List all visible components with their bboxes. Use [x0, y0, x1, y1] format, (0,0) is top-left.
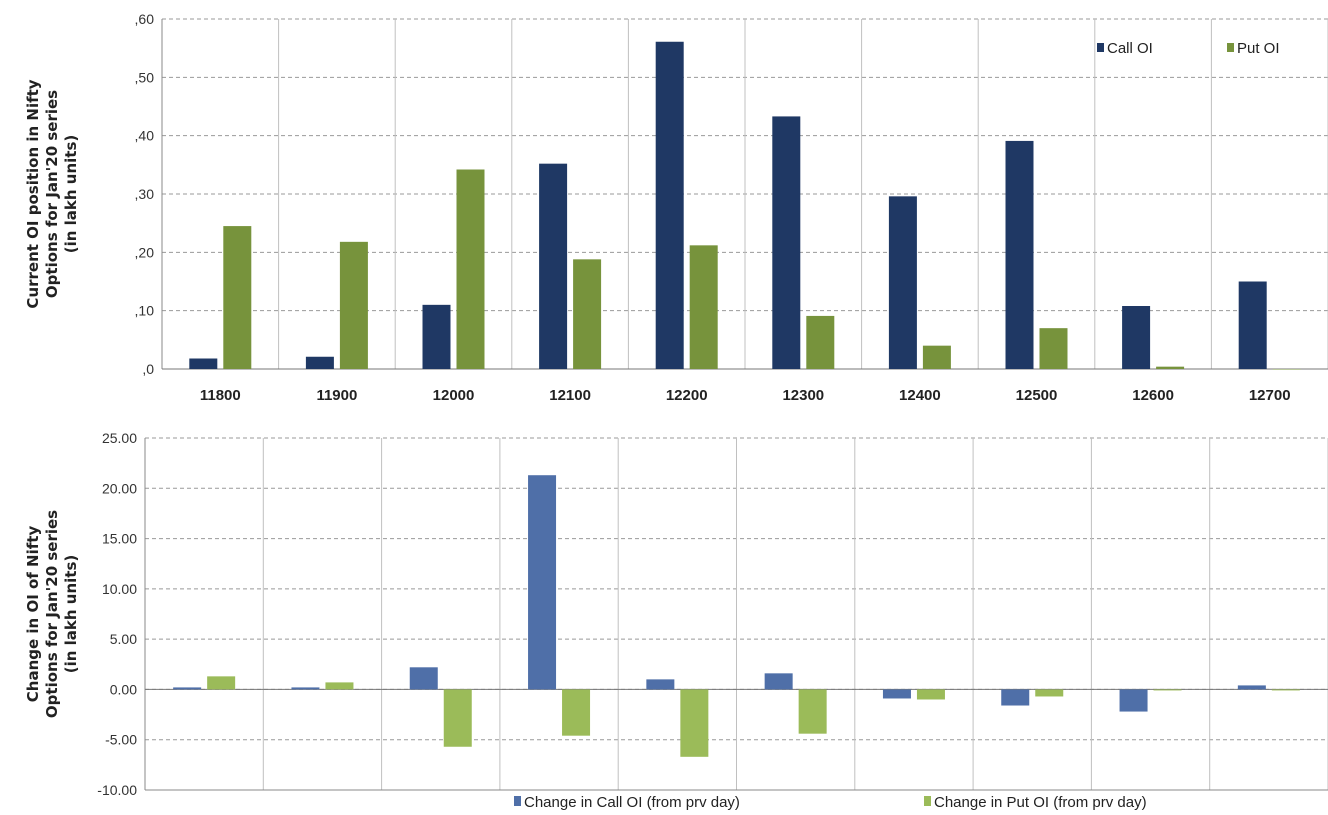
bottom-ytick-label: 15.00: [102, 531, 137, 547]
bottom-ytick-label: 20.00: [102, 480, 137, 496]
top-bar-call: [1122, 306, 1151, 369]
top-bar-call: [422, 304, 451, 369]
bottom-bar-call: [173, 687, 202, 690]
top-y-axis-label: Options for Jan'20 series: [43, 90, 61, 298]
top-xtick-label: 12300: [782, 387, 824, 404]
bottom-bar-call: [764, 673, 793, 690]
top-bar-call: [1238, 281, 1267, 369]
bottom-bar-call: [291, 687, 320, 690]
bottom-bar-call: [1001, 689, 1030, 706]
bottom-y-axis-label: (in lakh units): [62, 555, 80, 674]
top-xtick-label: 12500: [1016, 387, 1058, 404]
top-xtick-label: 12000: [433, 387, 475, 404]
bottom-y-axis-label: Options for Jan'20 series: [43, 510, 61, 718]
top-ytick-label: ,60: [135, 11, 155, 27]
bottom-ytick-label: 10.00: [102, 581, 137, 597]
top-bar-call: [305, 356, 334, 369]
top-bar-put: [573, 259, 602, 369]
top-legend-swatch: [1097, 43, 1104, 52]
top-bar-put: [1272, 369, 1301, 370]
top-bar-call: [1005, 140, 1034, 369]
top-bar-put: [339, 241, 368, 369]
top-y-axis-label: Current OI position in Nifty: [24, 79, 42, 308]
top-legend-swatch: [1227, 43, 1234, 52]
top-bar-call: [189, 358, 218, 369]
top-xtick-label: 11800: [200, 387, 241, 404]
bottom-bar-put: [1153, 689, 1182, 691]
bottom-ytick-label: 0.00: [110, 681, 137, 697]
top-bar-call: [888, 196, 917, 369]
top-ytick-label: ,30: [135, 186, 155, 202]
bottom-bar-call: [1119, 689, 1148, 712]
top-xtick-label: 12600: [1132, 387, 1174, 404]
top-ytick-label: ,10: [135, 303, 155, 319]
bottom-ytick-label: -10.00: [97, 782, 137, 798]
top-ytick-label: ,50: [135, 69, 155, 85]
top-bar-call: [772, 116, 801, 370]
top-chart: ,0 ,10 ,20 ,30 ,40 ,50 ,60 11800 11900 12000 12100…: [24, 11, 1328, 404]
top-bar-put: [1156, 366, 1185, 369]
bottom-bar-call: [882, 689, 911, 699]
top-bar-put: [223, 226, 252, 369]
top-ytick-label: ,40: [135, 128, 155, 144]
top-bar-put: [689, 245, 718, 369]
top-bar-call: [539, 163, 568, 369]
top-bar-put: [456, 169, 485, 369]
bottom-bar-put: [680, 689, 709, 757]
bottom-bar-put: [916, 689, 945, 700]
top-xtick-label: 12200: [666, 387, 708, 404]
bottom-chart: -10.00 -5.00 0.00 5.00 10.00 15.00 20.00 25.00 C…: [24, 430, 1328, 811]
top-xtick-label: 12400: [899, 387, 941, 404]
bottom-legend-label: Change in Call OI (from prv day): [524, 794, 740, 811]
bottom-ytick-label: 25.00: [102, 430, 137, 446]
bottom-bar-call: [646, 679, 675, 690]
top-bar-put: [806, 315, 835, 369]
bottom-bar-put: [1271, 689, 1300, 691]
top-legend-label: Put OI: [1237, 40, 1280, 57]
bottom-legend-swatch: [924, 796, 931, 806]
top-bar-put: [1039, 328, 1068, 369]
bottom-ytick-label: -5.00: [105, 732, 137, 748]
bottom-bar-put: [798, 689, 827, 734]
bottom-y-axis-label: Change in OI of Nifty: [24, 526, 42, 703]
top-xtick-label: 12100: [549, 387, 591, 404]
bottom-bar-put: [562, 689, 591, 736]
bottom-bar-put: [207, 676, 236, 690]
top-legend-label: Call OI: [1107, 40, 1153, 57]
top-xtick-label: 12700: [1249, 387, 1291, 404]
bottom-legend-label: Change in Put OI (from prv day): [934, 794, 1147, 811]
bottom-ytick-label: 5.00: [110, 631, 137, 647]
top-xtick-label: 11900: [316, 387, 357, 404]
bottom-bar-put: [325, 682, 354, 690]
top-ytick-label: ,20: [135, 244, 155, 260]
bottom-bar-put: [443, 689, 472, 747]
top-y-axis-label: (in lakh units): [62, 135, 80, 254]
top-bar-call: [655, 41, 684, 369]
bottom-bar-put: [1035, 689, 1064, 697]
bottom-bar-call: [409, 667, 438, 690]
bottom-bar-call: [1237, 685, 1266, 690]
bottom-legend-swatch: [514, 796, 521, 806]
top-bar-put: [922, 345, 951, 369]
top-ytick-label: ,0: [142, 361, 154, 377]
bottom-bar-call: [528, 475, 557, 690]
